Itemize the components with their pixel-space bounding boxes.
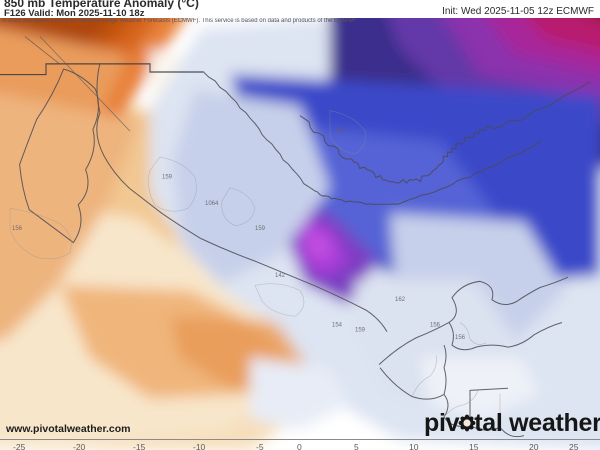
svg-text:156: 156 bbox=[455, 334, 466, 341]
svg-text:159: 159 bbox=[355, 327, 366, 334]
svg-text:142: 142 bbox=[335, 127, 346, 134]
svg-text:162: 162 bbox=[395, 296, 406, 303]
svg-text:1064: 1064 bbox=[205, 200, 219, 207]
svg-text:159: 159 bbox=[255, 225, 266, 232]
svg-text:154: 154 bbox=[332, 322, 343, 329]
svg-text:159: 159 bbox=[162, 173, 173, 180]
svg-text:156: 156 bbox=[12, 225, 23, 232]
svg-text:142: 142 bbox=[275, 272, 286, 279]
svg-text:156: 156 bbox=[430, 322, 441, 329]
